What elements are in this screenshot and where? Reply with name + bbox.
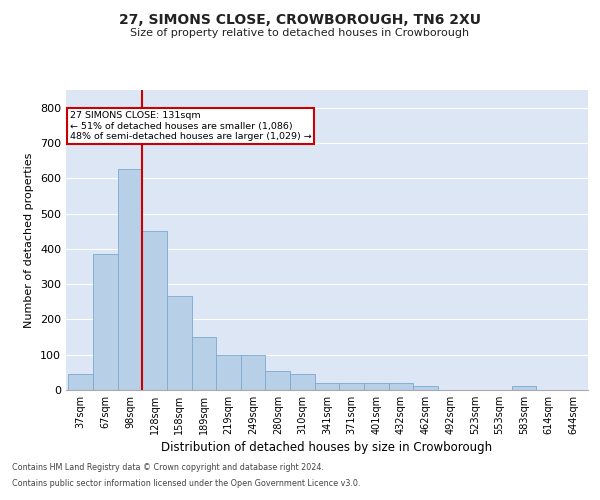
Text: Contains public sector information licensed under the Open Government Licence v3: Contains public sector information licen… [12,478,361,488]
Bar [142,231,167,390]
Bar [290,374,314,390]
Bar [68,374,93,390]
Bar [167,296,191,390]
Bar [364,383,389,390]
Text: Size of property relative to detached houses in Crowborough: Size of property relative to detached ho… [130,28,470,38]
Bar [216,354,241,390]
Bar [389,383,413,390]
Bar [413,386,438,390]
Bar [340,383,364,390]
Bar [512,386,536,390]
Text: 27, SIMONS CLOSE, CROWBOROUGH, TN6 2XU: 27, SIMONS CLOSE, CROWBOROUGH, TN6 2XU [119,12,481,26]
Text: 27 SIMONS CLOSE: 131sqm
← 51% of detached houses are smaller (1,086)
48% of semi: 27 SIMONS CLOSE: 131sqm ← 51% of detache… [70,111,311,141]
Bar [314,383,340,390]
Bar [265,370,290,390]
Text: Contains HM Land Registry data © Crown copyright and database right 2024.: Contains HM Land Registry data © Crown c… [12,464,324,472]
Y-axis label: Number of detached properties: Number of detached properties [25,152,34,328]
Bar [191,337,216,390]
Bar [93,254,118,390]
X-axis label: Distribution of detached houses by size in Crowborough: Distribution of detached houses by size … [161,441,493,454]
Bar [118,170,142,390]
Bar [241,354,265,390]
